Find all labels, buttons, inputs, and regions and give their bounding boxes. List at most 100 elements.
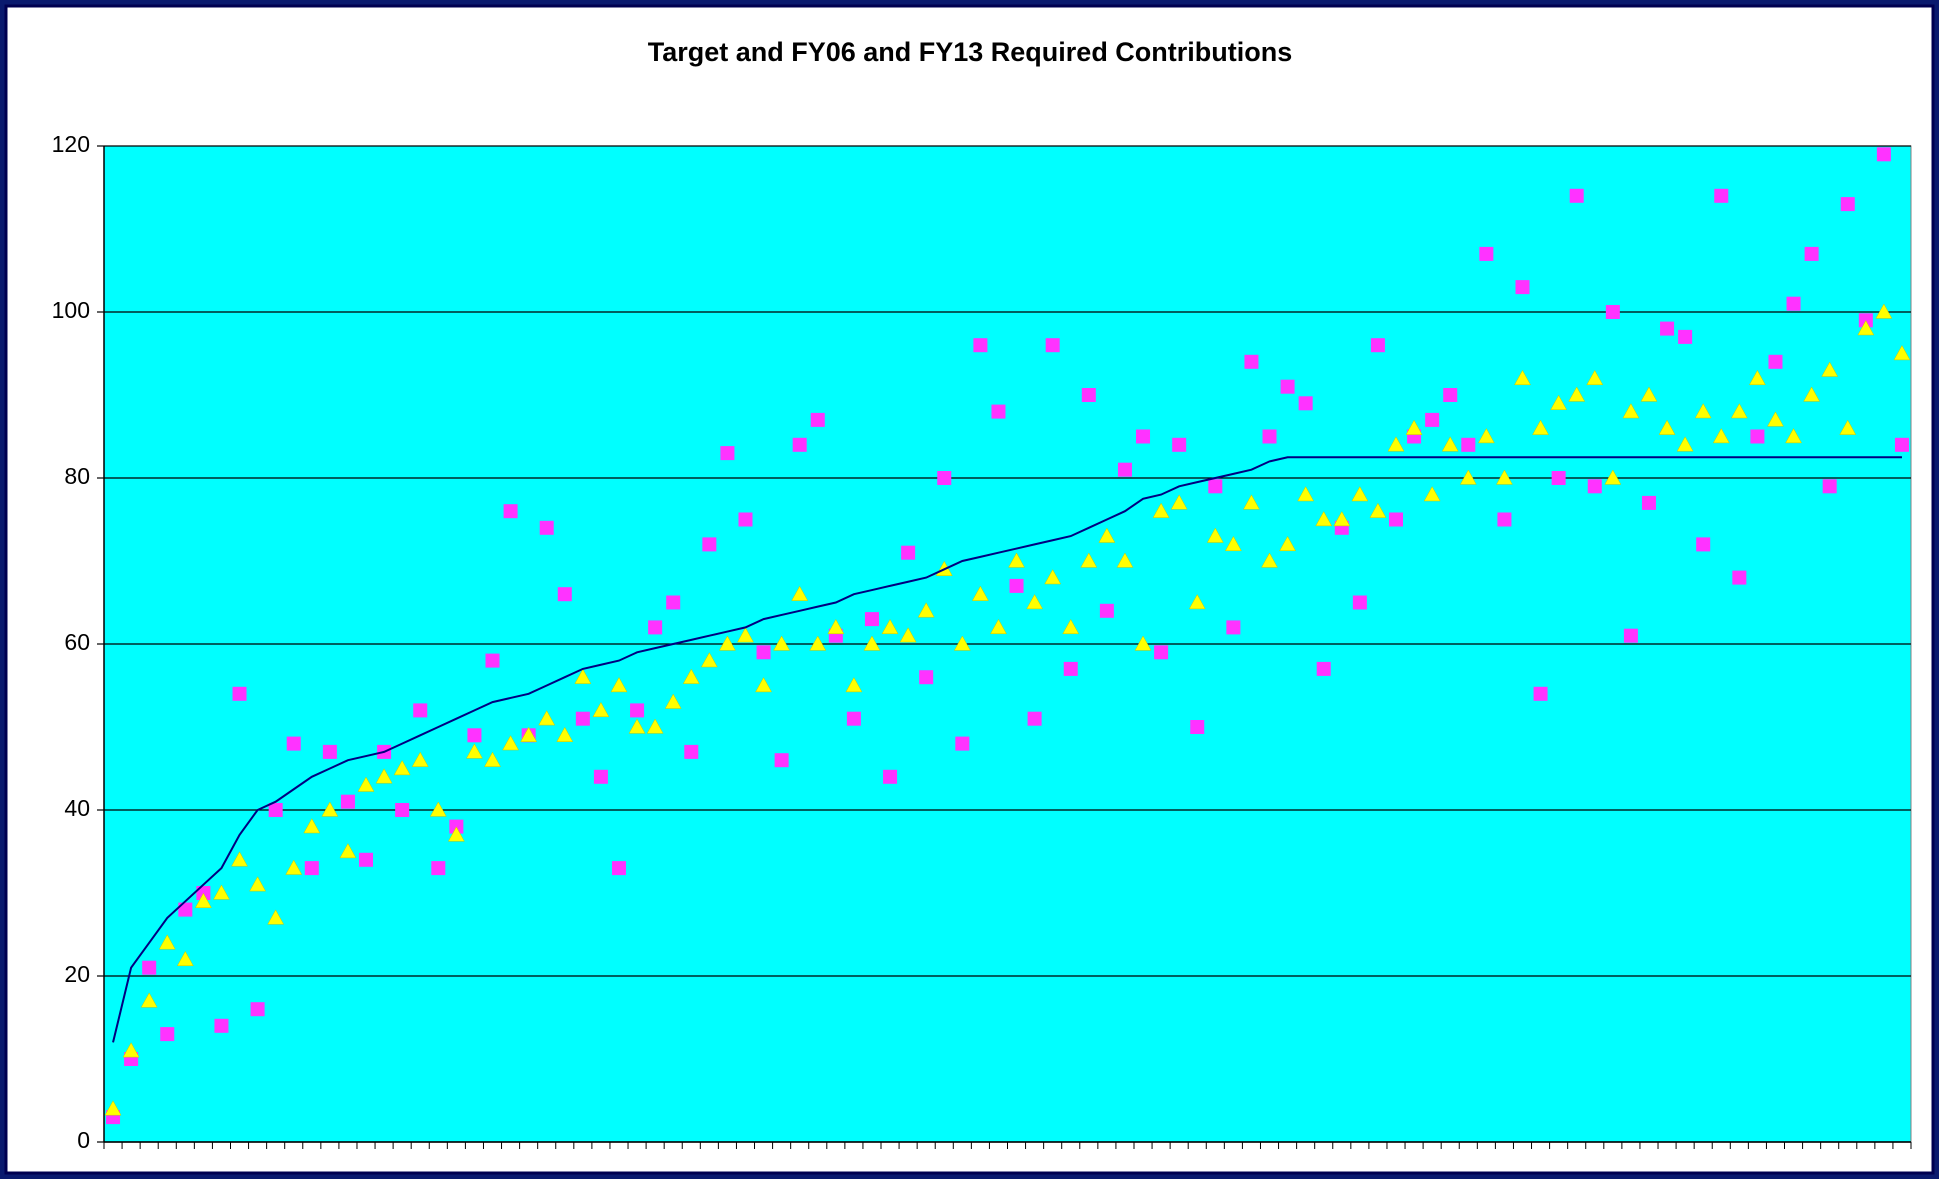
fy13-marker <box>1224 535 1242 552</box>
fy13-marker <box>1279 535 1297 552</box>
fy13-marker <box>1839 419 1857 435</box>
fy06-marker <box>1425 412 1440 427</box>
fy13-marker <box>1785 427 1802 444</box>
fy06-marker <box>1822 479 1837 494</box>
fy13-marker <box>231 851 248 867</box>
fy13-marker <box>429 801 447 817</box>
fy06-marker <box>1154 645 1169 660</box>
fy06-marker <box>684 744 699 759</box>
fy13-marker <box>1134 635 1152 651</box>
fy13-marker <box>1748 369 1766 386</box>
fy13-marker <box>267 909 285 925</box>
fy06-marker <box>485 653 500 668</box>
fy06-marker <box>1678 329 1693 344</box>
fy13-marker <box>1369 502 1387 518</box>
y-tick-label: 100 <box>52 297 90 323</box>
fy13-marker <box>538 710 556 726</box>
fy06-marker <box>250 1002 265 1017</box>
fy06-marker <box>864 612 879 627</box>
fy13-marker <box>682 668 700 684</box>
fy06-marker <box>1569 188 1584 203</box>
fy06-marker <box>178 902 193 917</box>
fy06-marker <box>991 404 1006 419</box>
fy06-marker <box>1389 512 1404 527</box>
fy06-marker <box>1479 246 1494 261</box>
fy06-marker <box>1461 437 1476 452</box>
fy06-marker <box>539 520 554 535</box>
y-tick-label: 80 <box>64 463 90 489</box>
y-tick-label: 60 <box>64 629 90 655</box>
fy13-marker <box>1206 527 1224 543</box>
fy13-marker <box>1875 303 1893 319</box>
fy13-marker <box>213 884 230 900</box>
fy13-marker <box>1261 552 1278 568</box>
fy06-marker <box>1190 720 1205 734</box>
fy13-marker <box>1676 436 1694 452</box>
fy06-marker <box>792 437 807 452</box>
fy06-marker <box>973 338 988 353</box>
fy13-marker <box>176 950 194 967</box>
fy13-marker <box>953 635 971 651</box>
fy13-marker <box>1893 344 1911 361</box>
fy13-marker <box>1694 403 1712 419</box>
fy06-marker <box>214 1018 229 1033</box>
fy13-marker <box>1188 593 1206 610</box>
fy06-marker <box>1587 479 1602 494</box>
fy13-marker <box>447 826 465 842</box>
fy13-marker <box>1640 386 1658 402</box>
fy13-marker <box>339 842 357 859</box>
fy06-marker <box>1497 512 1512 527</box>
fy13-marker <box>646 718 664 734</box>
fy06-marker <box>810 412 825 427</box>
fy13-marker <box>1477 427 1495 444</box>
fy13-marker <box>845 676 863 693</box>
fy13-marker <box>1062 618 1080 635</box>
fy06-marker <box>1641 495 1656 510</box>
fy13-marker <box>1821 361 1839 377</box>
fy06-marker <box>142 960 157 975</box>
fy06-marker <box>937 471 952 485</box>
fy13-marker <box>1315 510 1333 527</box>
fy06-marker <box>666 595 681 610</box>
fy13-marker <box>917 602 935 618</box>
fy06-marker <box>322 744 337 759</box>
fy13-marker <box>249 876 267 892</box>
fy13-marker <box>1622 403 1640 419</box>
fy06-marker <box>1298 396 1313 411</box>
fy06-marker <box>1894 437 1909 452</box>
fy06-marker <box>1117 462 1132 477</box>
fy13-marker <box>484 751 501 767</box>
fy13-marker <box>1568 386 1586 402</box>
fy06-marker <box>1714 188 1729 203</box>
fy06-marker <box>1443 388 1458 402</box>
fy06-marker <box>1750 429 1765 444</box>
fy13-marker <box>321 801 339 817</box>
fy06-marker <box>467 728 482 743</box>
fy13-marker <box>1243 494 1260 510</box>
fy06-marker <box>431 861 446 876</box>
fy06-marker <box>1009 578 1024 593</box>
fy06-marker <box>557 587 572 602</box>
fy06-marker <box>359 852 374 867</box>
fy13-marker <box>502 735 519 751</box>
fy13-marker <box>1658 419 1676 435</box>
fy06-marker <box>1172 437 1187 452</box>
fy06-marker <box>1352 595 1367 610</box>
y-tick-label: 20 <box>64 961 90 987</box>
fy13-marker <box>1026 593 1044 610</box>
fy13-marker <box>1767 411 1784 427</box>
fy13-marker <box>1514 369 1531 386</box>
fy06-marker <box>160 1027 175 1042</box>
chart-title: Target and FY06 and FY13 Required Contri… <box>648 37 1293 67</box>
fy06-marker <box>1623 628 1638 643</box>
fy06-marker <box>1045 338 1060 353</box>
y-tick-label: 40 <box>64 795 90 821</box>
fy13-marker <box>1532 419 1549 435</box>
y-tick-label: 0 <box>77 1127 90 1153</box>
fy13-marker <box>1297 486 1315 502</box>
fy13-marker <box>1423 486 1441 502</box>
fy13-marker <box>411 751 429 767</box>
fy13-marker <box>863 635 881 651</box>
